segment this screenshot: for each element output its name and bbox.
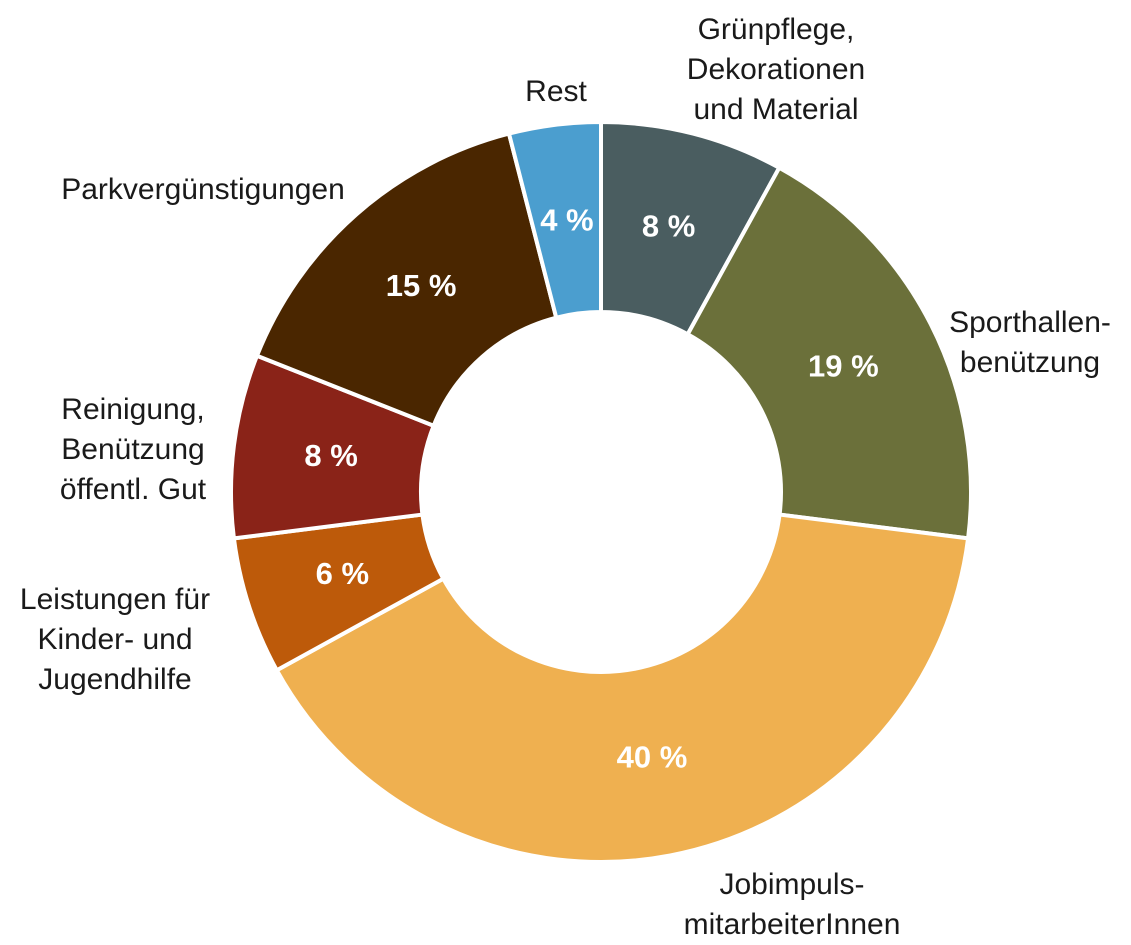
donut-slice: [685, 165, 973, 541]
value-label: 15 %: [386, 268, 457, 303]
value-label: 8 %: [642, 209, 695, 244]
value-label: 6 %: [316, 556, 369, 591]
category-label: Reinigung, Benützung öffentl. Gut: [59, 393, 207, 506]
category-label: Rest: [525, 75, 587, 108]
donut-slice: [274, 512, 971, 864]
value-label: 8 %: [304, 438, 357, 473]
category-label: Leistungen für Kinder- und Jugendhilfe: [19, 583, 211, 696]
value-label: 40 %: [617, 739, 688, 774]
category-label: Grünpflege, Dekorationen und Material: [686, 13, 866, 126]
donut-slice: [506, 119, 603, 321]
category-label: Sporthallen- benützung: [949, 306, 1111, 379]
value-label: 19 %: [808, 349, 879, 384]
donut-slice: [254, 131, 559, 429]
value-label: 4 %: [540, 202, 593, 237]
category-label: Parkvergünstigungen: [61, 173, 345, 206]
category-label: Jobimpuls- mitarbeiterInnen: [683, 868, 901, 941]
